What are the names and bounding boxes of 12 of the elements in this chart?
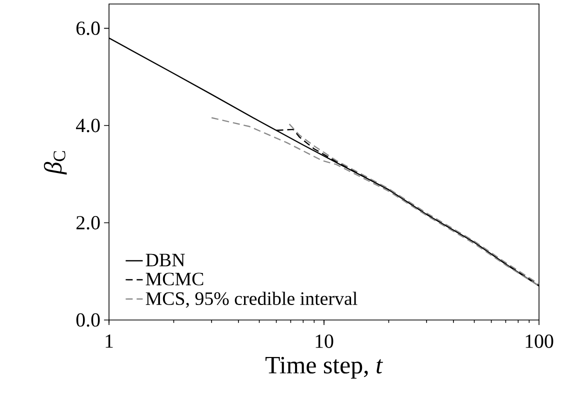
x-axis-title: Time step, t [266,356,383,379]
y-tick-label: 2.0 [76,216,100,230]
legend-label: MCMC [146,272,204,286]
y-tick-label: 0.0 [76,313,100,327]
y-axis-title: β$_{C}$ [44,151,67,175]
x-tick-label: 10 [316,334,334,348]
y-tick-label: 6.0 [76,22,100,36]
legend-label: MCS, 95% credible interval [146,292,358,308]
x-tick-label: 1 [106,334,113,348]
legend-label: DBN [146,254,185,266]
x-tick-label: 100 [526,334,554,348]
y-tick-label: 4.0 [76,118,100,132]
